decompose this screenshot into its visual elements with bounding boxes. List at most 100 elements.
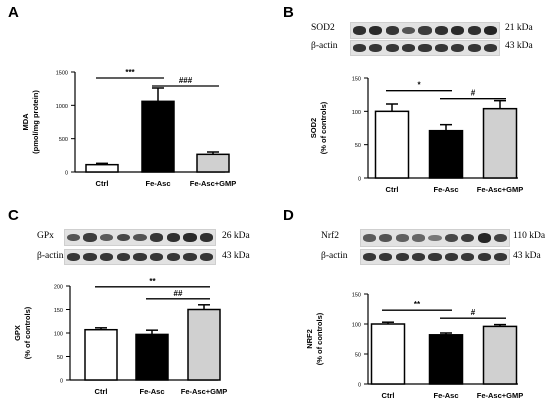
blot-band [362,234,376,242]
panel-letter-b: B [283,4,294,21]
blot-band [200,253,214,261]
blot-band [444,253,458,261]
blot-band [467,44,481,52]
blot-band [444,233,458,243]
bar-fe-asc-gmp [196,153,230,173]
bar-fe-asc-gmp [482,107,518,179]
significance-label: # [471,89,476,98]
x-tick-label: Ctrl [382,391,395,400]
y-axis-label: NRF2 [305,329,314,349]
blot-kda-nrf2: 110 kDa [513,231,546,241]
y-tick-label: 0 [60,379,63,385]
x-tick-label: Fe-Asc+GMP [477,185,523,194]
y-axis-label: MDA [21,113,30,131]
blot-band [395,234,409,242]
blot-band [494,253,508,261]
bar-ctrl [370,323,406,385]
y-tick-label: 150 [352,293,361,299]
y-tick-label: 1500 [56,71,68,77]
blot-band [362,253,376,261]
blot-band [428,253,442,261]
blot-band [166,233,180,242]
bar-ctrl [85,163,119,173]
blot-band [434,26,448,35]
blot-band [494,233,508,243]
bar-fe-asc [135,333,169,381]
bar-fe-asc [141,100,175,173]
blot-band [369,26,383,35]
blot-band [352,26,366,35]
y-tick-label: 100 [352,323,361,329]
y-tick-label: 0 [358,383,361,389]
y-tick-label: 0 [65,171,68,177]
blot-band [428,234,442,242]
blot-kda-actin-b: 43 kDa [505,41,533,51]
blot-band [83,253,97,261]
x-tick-label: Ctrl [95,387,108,396]
blot-band [385,44,399,52]
blot-band [116,233,130,242]
y-tick-label: 200 [54,285,63,291]
western-blot-actin-d [360,249,510,265]
x-tick-label: Fe-Asc [145,179,170,188]
y-axis-label: (pmol/mg protein) [31,90,40,154]
blot-band [183,253,197,261]
western-blot-nrf2 [360,229,510,247]
y-tick-label: 50 [355,353,361,359]
blot-band [418,26,432,35]
blot-band [83,233,97,242]
y-tick-label: 500 [59,137,68,143]
western-blot-actin-c [64,249,216,265]
blot-kda-sod2: 21 kDa [505,23,533,33]
blot-label-actin-b: β-actin [311,41,338,51]
blot-kda-actin-d: 43 kDa [513,251,541,261]
x-tick-label: Fe-Asc [433,391,458,400]
bar-fe-asc-gmp [482,325,518,385]
bar-ctrl [84,328,118,381]
blot-band [467,26,481,35]
western-blot-gpx [64,229,216,246]
blot-band [200,233,214,242]
blot-band [133,233,147,242]
x-tick-label: Fe-Asc [139,387,164,396]
blot-band [385,26,399,35]
y-axis-label: GPX [13,325,22,341]
blot-band [66,233,80,242]
blot-band [395,253,409,261]
blot-label-actin-d: β-actin [321,251,348,261]
chart-gpx: 0 50 100 150 200 GPX (% of controls) Ctrl Fe-Asc… [13,277,227,396]
x-tick-label: Fe-Asc+GMP [190,179,236,188]
blot-band [133,253,147,261]
x-tick-label: Ctrl [386,185,399,194]
blot-band [477,233,491,243]
y-tick-label: 0 [358,177,361,183]
blot-kda-gpx: 26 kDa [222,231,250,241]
panel-letter-c: C [8,207,19,224]
blot-label-sod2: SOD2 [311,23,335,33]
chart-mda: 0 500 1000 1500 MDA (pmol/mg protein) Ctrl Fe-A… [21,68,236,188]
bar-fe-asc-gmp [187,308,221,381]
y-tick-label: 150 [352,77,361,83]
blot-band [477,253,491,261]
blot-band [150,253,164,261]
x-tick-label: Ctrl [96,179,109,188]
panel-letter-d: D [283,207,294,224]
blot-band [379,253,393,261]
blot-band [418,44,432,52]
y-tick-label: 100 [54,332,63,338]
y-axis-label: SOD2 [309,118,318,138]
bar-fe-asc [428,129,464,179]
x-tick-label: Fe-Asc+GMP [477,391,523,400]
western-blot-sod2 [350,22,500,39]
significance-label: ** [414,300,421,309]
y-axis-label: (% of controls) [315,312,324,365]
blot-band [484,44,498,52]
y-axis-label: (% of controls) [319,101,328,154]
blot-band [100,253,114,261]
y-tick-label: 50 [355,143,361,149]
blot-band [461,233,475,243]
blot-band [116,253,130,261]
significance-label: ## [174,289,183,298]
blot-band [451,44,465,52]
significance-label: * [417,81,421,90]
